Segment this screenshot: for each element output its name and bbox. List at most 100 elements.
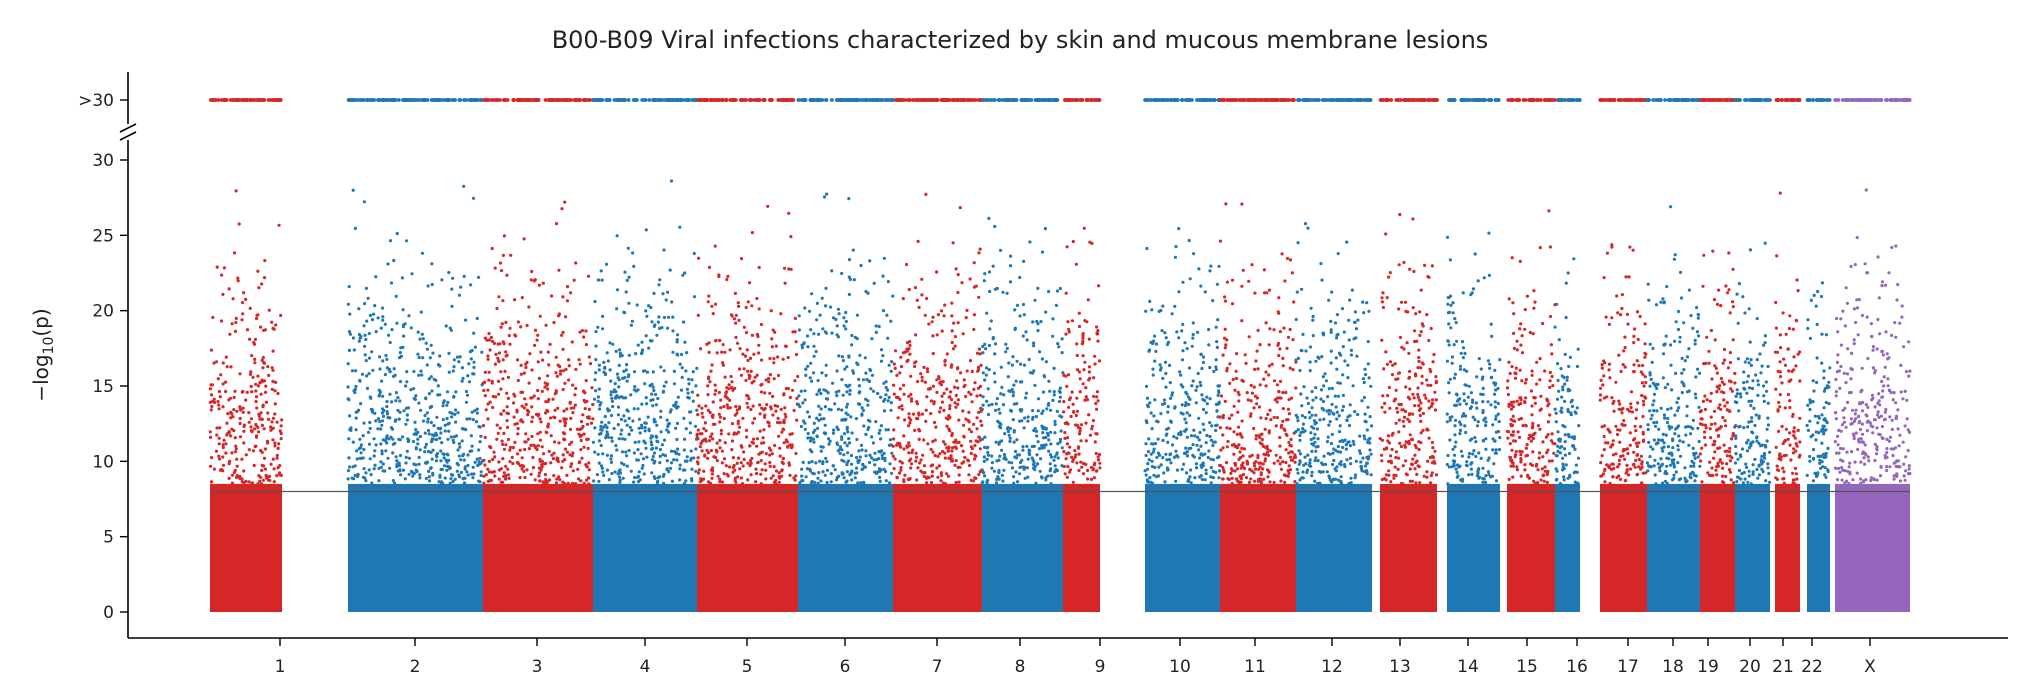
data-point [1335,313,1339,317]
data-point [1330,402,1334,406]
data-point [689,449,693,453]
data-point [856,362,860,367]
data-point [210,404,214,409]
data-point [868,368,873,373]
data-point [717,412,721,416]
data-point [430,282,434,287]
data-point [267,308,271,312]
data-point [563,200,567,204]
data-point [1403,443,1407,447]
data-point [1001,479,1005,483]
data-point [462,274,466,278]
data-point [1153,334,1157,338]
data-point [1306,401,1310,406]
data-point [1482,276,1486,280]
data-point [649,305,653,310]
data-point [276,446,280,450]
data-point [348,332,352,336]
data-point [1066,436,1070,440]
data-point [908,343,912,347]
data-point [557,441,561,445]
data-point [804,373,808,377]
data-point [553,408,557,412]
data-point [1547,209,1551,213]
data-point [831,381,835,385]
data-point [619,432,623,436]
data-point [1278,462,1282,466]
data-point [733,476,737,480]
data-point [1509,458,1513,462]
data-point [603,366,607,370]
data-point [260,358,264,362]
data-point [1393,465,1397,469]
data-point [1561,468,1565,472]
data-point [744,428,749,432]
data-point [251,375,255,379]
data-point [1170,312,1174,316]
data-point [1278,444,1282,448]
data-point [1153,465,1157,470]
data-point [1523,381,1527,385]
data-point [557,268,561,272]
data-point [1494,448,1498,452]
data-point [540,463,544,467]
data-point [757,265,761,270]
data-point [496,431,500,435]
data-point [1144,442,1148,446]
data-point [1314,449,1318,453]
data-point [450,287,454,291]
data-point [703,437,708,441]
data-point [481,381,485,385]
chromosome-17-dense-band [1600,483,1647,612]
data-point [1467,455,1471,459]
data-point [950,314,954,318]
data-point [355,457,359,461]
data-point [985,311,989,315]
data-point [1021,334,1025,338]
data-point [1233,469,1237,473]
data-point [1181,280,1185,284]
data-point [1221,433,1225,437]
data-point [860,448,864,452]
data-point [1518,327,1522,331]
data-point [862,378,866,382]
data-point [1267,429,1271,433]
data-point [1005,291,1009,295]
data-point [359,451,363,455]
data-point [475,316,479,321]
data-point [658,461,662,465]
data-point [1550,459,1554,463]
data-point [1569,400,1573,404]
data-point [655,333,659,337]
data-point [774,344,778,348]
data-point [962,423,966,427]
data-point [1008,264,1013,268]
data-point [878,428,882,432]
data-point [830,331,834,335]
data-point [1408,467,1412,471]
data-point [1520,351,1525,355]
data-point [232,470,236,475]
data-point [1067,451,1071,455]
data-point [864,371,868,375]
data-point [1012,475,1016,479]
data-point [1261,444,1266,448]
data-point [487,370,491,374]
data-point [803,427,807,431]
data-point [772,465,776,469]
data-point [643,382,647,386]
data-point [1397,371,1402,375]
data-point [533,478,537,482]
data-point [1158,368,1163,372]
data-point [798,405,802,409]
data-point [1538,378,1542,382]
data-point [1575,406,1579,410]
data-point [208,430,212,434]
data-point [819,445,823,449]
data-point [651,404,655,408]
data-point [769,309,773,313]
data-point [987,343,992,348]
data-point [1262,377,1266,381]
data-point [901,297,905,301]
data-point [1479,367,1483,371]
